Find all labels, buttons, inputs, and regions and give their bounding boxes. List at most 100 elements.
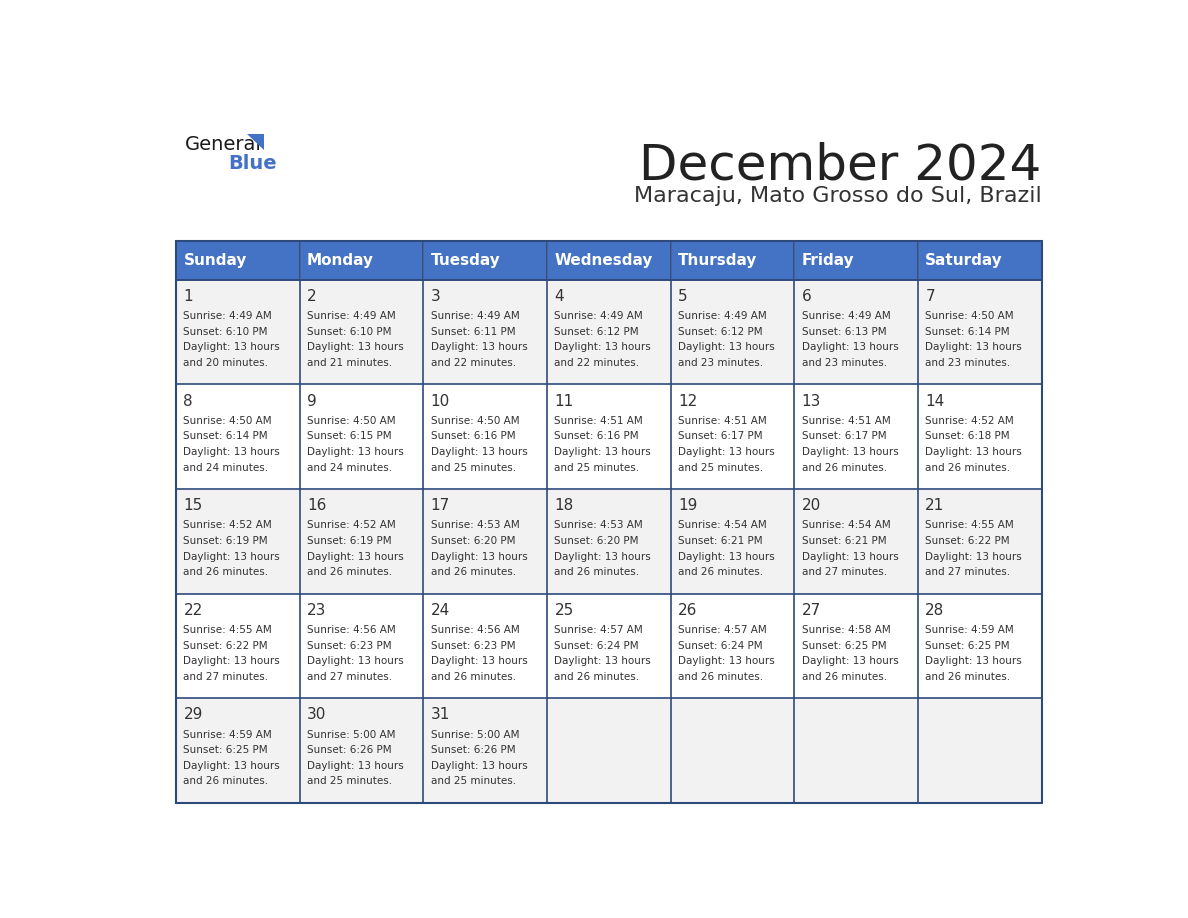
Text: Sunrise: 4:51 AM: Sunrise: 4:51 AM <box>802 416 891 426</box>
Text: Daylight: 13 hours: Daylight: 13 hours <box>308 552 404 562</box>
Text: Daylight: 13 hours: Daylight: 13 hours <box>802 552 898 562</box>
Text: Sunset: 6:22 PM: Sunset: 6:22 PM <box>183 641 268 651</box>
Text: 22: 22 <box>183 603 203 618</box>
Text: 24: 24 <box>431 603 450 618</box>
Bar <box>795 489 918 594</box>
Bar <box>423 594 546 699</box>
Text: Sunset: 6:23 PM: Sunset: 6:23 PM <box>431 641 516 651</box>
Text: Sunset: 6:24 PM: Sunset: 6:24 PM <box>678 641 763 651</box>
Text: Tuesday: Tuesday <box>431 252 500 268</box>
Text: and 25 minutes.: and 25 minutes. <box>308 777 392 787</box>
Text: 13: 13 <box>802 394 821 409</box>
Text: 30: 30 <box>308 708 327 722</box>
Text: Daylight: 13 hours: Daylight: 13 hours <box>431 342 527 353</box>
Text: Sunrise: 4:54 AM: Sunrise: 4:54 AM <box>678 521 766 531</box>
Text: and 26 minutes.: and 26 minutes. <box>308 567 392 577</box>
Text: Sunset: 6:20 PM: Sunset: 6:20 PM <box>555 536 639 546</box>
Text: Sunset: 6:15 PM: Sunset: 6:15 PM <box>308 431 392 442</box>
Bar <box>671 280 795 385</box>
Text: Sunset: 6:26 PM: Sunset: 6:26 PM <box>308 745 392 756</box>
Text: Sunset: 6:22 PM: Sunset: 6:22 PM <box>925 536 1010 546</box>
Text: Sunrise: 4:52 AM: Sunrise: 4:52 AM <box>925 416 1015 426</box>
Text: Sunrise: 4:49 AM: Sunrise: 4:49 AM <box>183 311 272 321</box>
Text: 21: 21 <box>925 498 944 513</box>
Text: Sunset: 6:11 PM: Sunset: 6:11 PM <box>431 327 516 337</box>
Text: Sunrise: 5:00 AM: Sunrise: 5:00 AM <box>431 730 519 740</box>
Text: Sunrise: 4:49 AM: Sunrise: 4:49 AM <box>555 311 643 321</box>
Text: Daylight: 13 hours: Daylight: 13 hours <box>925 342 1022 353</box>
Text: Daylight: 13 hours: Daylight: 13 hours <box>555 656 651 666</box>
Bar <box>176 241 299 280</box>
Text: and 25 minutes.: and 25 minutes. <box>431 463 516 473</box>
Text: and 27 minutes.: and 27 minutes. <box>802 567 886 577</box>
Text: Sunrise: 4:59 AM: Sunrise: 4:59 AM <box>925 625 1015 635</box>
Bar <box>423 241 546 280</box>
Text: Sunrise: 4:50 AM: Sunrise: 4:50 AM <box>431 416 519 426</box>
Text: Sunset: 6:21 PM: Sunset: 6:21 PM <box>678 536 763 546</box>
Text: Daylight: 13 hours: Daylight: 13 hours <box>678 342 775 353</box>
Bar <box>795 594 918 699</box>
Text: and 23 minutes.: and 23 minutes. <box>925 358 1011 368</box>
Bar <box>671 385 795 489</box>
Text: 6: 6 <box>802 289 811 304</box>
Text: 10: 10 <box>431 394 450 409</box>
Text: Sunrise: 4:52 AM: Sunrise: 4:52 AM <box>308 521 396 531</box>
Bar <box>671 489 795 594</box>
Bar <box>918 594 1042 699</box>
Text: Sunrise: 4:49 AM: Sunrise: 4:49 AM <box>431 311 519 321</box>
Text: Sunset: 6:14 PM: Sunset: 6:14 PM <box>183 431 268 442</box>
Text: Sunrise: 4:59 AM: Sunrise: 4:59 AM <box>183 730 272 740</box>
Bar <box>918 280 1042 385</box>
Text: 19: 19 <box>678 498 697 513</box>
Text: Sunrise: 4:51 AM: Sunrise: 4:51 AM <box>555 416 643 426</box>
Text: Daylight: 13 hours: Daylight: 13 hours <box>555 447 651 457</box>
Text: 15: 15 <box>183 498 203 513</box>
Bar <box>795 385 918 489</box>
Text: 14: 14 <box>925 394 944 409</box>
Text: Daylight: 13 hours: Daylight: 13 hours <box>802 656 898 666</box>
Text: Sunrise: 4:56 AM: Sunrise: 4:56 AM <box>431 625 519 635</box>
Text: Daylight: 13 hours: Daylight: 13 hours <box>925 656 1022 666</box>
Text: Daylight: 13 hours: Daylight: 13 hours <box>431 761 527 771</box>
Text: Sunset: 6:24 PM: Sunset: 6:24 PM <box>555 641 639 651</box>
Text: and 26 minutes.: and 26 minutes. <box>431 672 516 682</box>
Bar <box>299 489 423 594</box>
Text: Sunrise: 4:53 AM: Sunrise: 4:53 AM <box>555 521 643 531</box>
Bar <box>176 280 299 385</box>
Text: 16: 16 <box>308 498 327 513</box>
Text: Sunrise: 4:53 AM: Sunrise: 4:53 AM <box>431 521 519 531</box>
Text: 23: 23 <box>308 603 327 618</box>
Bar <box>671 699 795 803</box>
Text: Sunrise: 4:58 AM: Sunrise: 4:58 AM <box>802 625 891 635</box>
Bar <box>423 385 546 489</box>
Text: Wednesday: Wednesday <box>555 252 652 268</box>
Text: and 26 minutes.: and 26 minutes. <box>802 463 886 473</box>
Text: Sunset: 6:25 PM: Sunset: 6:25 PM <box>183 745 268 756</box>
Text: Sunset: 6:25 PM: Sunset: 6:25 PM <box>802 641 886 651</box>
Text: Sunrise: 4:52 AM: Sunrise: 4:52 AM <box>183 521 272 531</box>
Bar <box>299 699 423 803</box>
Text: and 23 minutes.: and 23 minutes. <box>678 358 763 368</box>
Text: and 21 minutes.: and 21 minutes. <box>308 358 392 368</box>
Text: 9: 9 <box>308 394 317 409</box>
Bar <box>671 241 795 280</box>
Text: Sunrise: 4:50 AM: Sunrise: 4:50 AM <box>308 416 396 426</box>
Bar <box>918 385 1042 489</box>
Bar <box>176 699 299 803</box>
Bar <box>918 241 1042 280</box>
Text: and 26 minutes.: and 26 minutes. <box>431 567 516 577</box>
Bar <box>299 241 423 280</box>
Bar <box>546 385 671 489</box>
Text: and 20 minutes.: and 20 minutes. <box>183 358 268 368</box>
Text: Sunrise: 4:55 AM: Sunrise: 4:55 AM <box>925 521 1015 531</box>
Text: and 25 minutes.: and 25 minutes. <box>678 463 763 473</box>
Text: 26: 26 <box>678 603 697 618</box>
Text: 27: 27 <box>802 603 821 618</box>
Text: Sunset: 6:16 PM: Sunset: 6:16 PM <box>431 431 516 442</box>
Text: Sunset: 6:17 PM: Sunset: 6:17 PM <box>678 431 763 442</box>
Text: 17: 17 <box>431 498 450 513</box>
Bar <box>546 594 671 699</box>
Text: Sunset: 6:19 PM: Sunset: 6:19 PM <box>308 536 392 546</box>
Text: 4: 4 <box>555 289 564 304</box>
Text: and 26 minutes.: and 26 minutes. <box>925 463 1011 473</box>
